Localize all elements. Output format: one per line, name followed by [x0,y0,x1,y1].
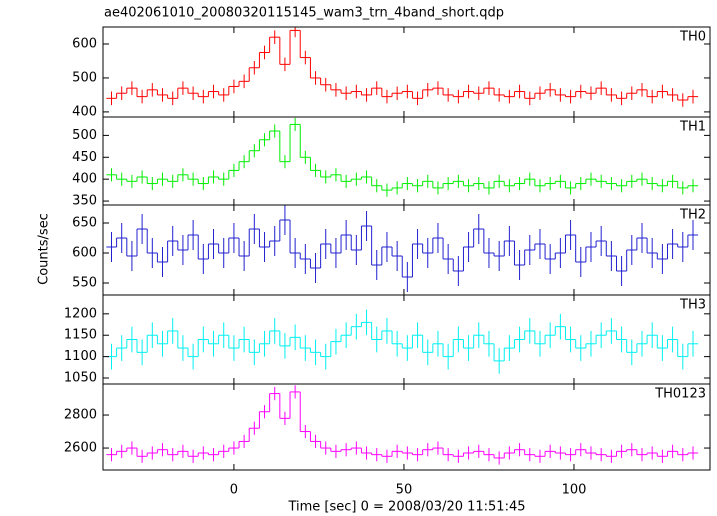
y-tick-label: 2800 [64,408,97,423]
panel-label: TH2 [679,208,706,223]
y-tick-label: 1050 [64,371,97,386]
y-tick-label: 2600 [64,441,97,456]
panel-frame [102,26,711,118]
panel-plot [106,205,699,292]
panel-frame [102,204,711,296]
y-axis-label: Counts/sec [37,213,52,285]
y-tick-label: 650 [72,216,97,231]
chart-title: ae402061010_20080320115145_wam3_trn_4ban… [104,6,504,21]
panel-plot [106,309,699,374]
y-tick-label: 600 [72,36,97,51]
y-tick-label: 450 [72,150,97,165]
y-tick-label: 600 [72,246,97,261]
x-tick-label: 0 [230,483,238,498]
y-tick-label: 400 [72,104,97,119]
panel-frame [102,116,711,206]
y-tick-label: 1200 [64,306,97,321]
panel-label: TH0 [679,30,706,45]
y-tick-label: 1150 [64,328,97,343]
panel-label: TH1 [679,120,706,135]
panel-plot [106,117,699,197]
x-tick-label: 50 [396,483,413,498]
panel-plot [106,385,699,465]
y-tick-label: 500 [72,70,97,85]
y-tick-label: 500 [72,128,97,143]
panel-frame [102,383,711,471]
panel-label: TH0123 [654,387,706,402]
x-axis-label: Time [sec] 0 = 2008/03/20 11:51:45 [287,500,525,515]
panel-plot [106,27,699,107]
y-tick-label: 1100 [64,349,97,364]
panel-label: TH3 [679,298,706,313]
y-tick-label: 350 [72,194,97,209]
y-tick-label: 550 [72,276,97,291]
x-tick-label: 100 [562,483,587,498]
y-tick-label: 400 [72,172,97,187]
